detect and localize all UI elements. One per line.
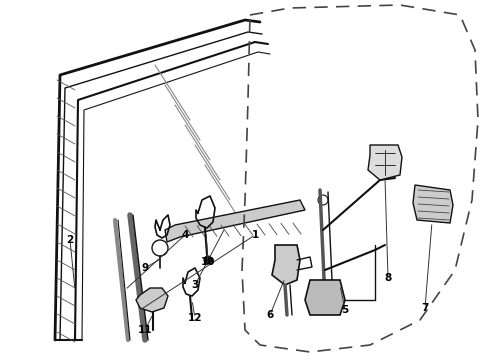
- Polygon shape: [413, 185, 453, 223]
- Text: 7: 7: [421, 303, 429, 313]
- Polygon shape: [368, 145, 402, 180]
- Text: 12: 12: [188, 313, 202, 323]
- Text: 4: 4: [181, 230, 189, 240]
- Polygon shape: [165, 200, 305, 242]
- Text: 3: 3: [192, 280, 198, 290]
- Text: 1: 1: [251, 230, 259, 240]
- Text: 6: 6: [267, 310, 273, 320]
- Circle shape: [204, 256, 212, 264]
- Text: 8: 8: [384, 273, 392, 283]
- Text: 9: 9: [142, 263, 148, 273]
- Polygon shape: [305, 280, 345, 315]
- Polygon shape: [136, 288, 168, 312]
- Text: 5: 5: [342, 305, 348, 315]
- Polygon shape: [272, 245, 300, 285]
- Text: 11: 11: [138, 325, 152, 335]
- Text: 10: 10: [201, 257, 215, 267]
- Text: 2: 2: [66, 235, 74, 245]
